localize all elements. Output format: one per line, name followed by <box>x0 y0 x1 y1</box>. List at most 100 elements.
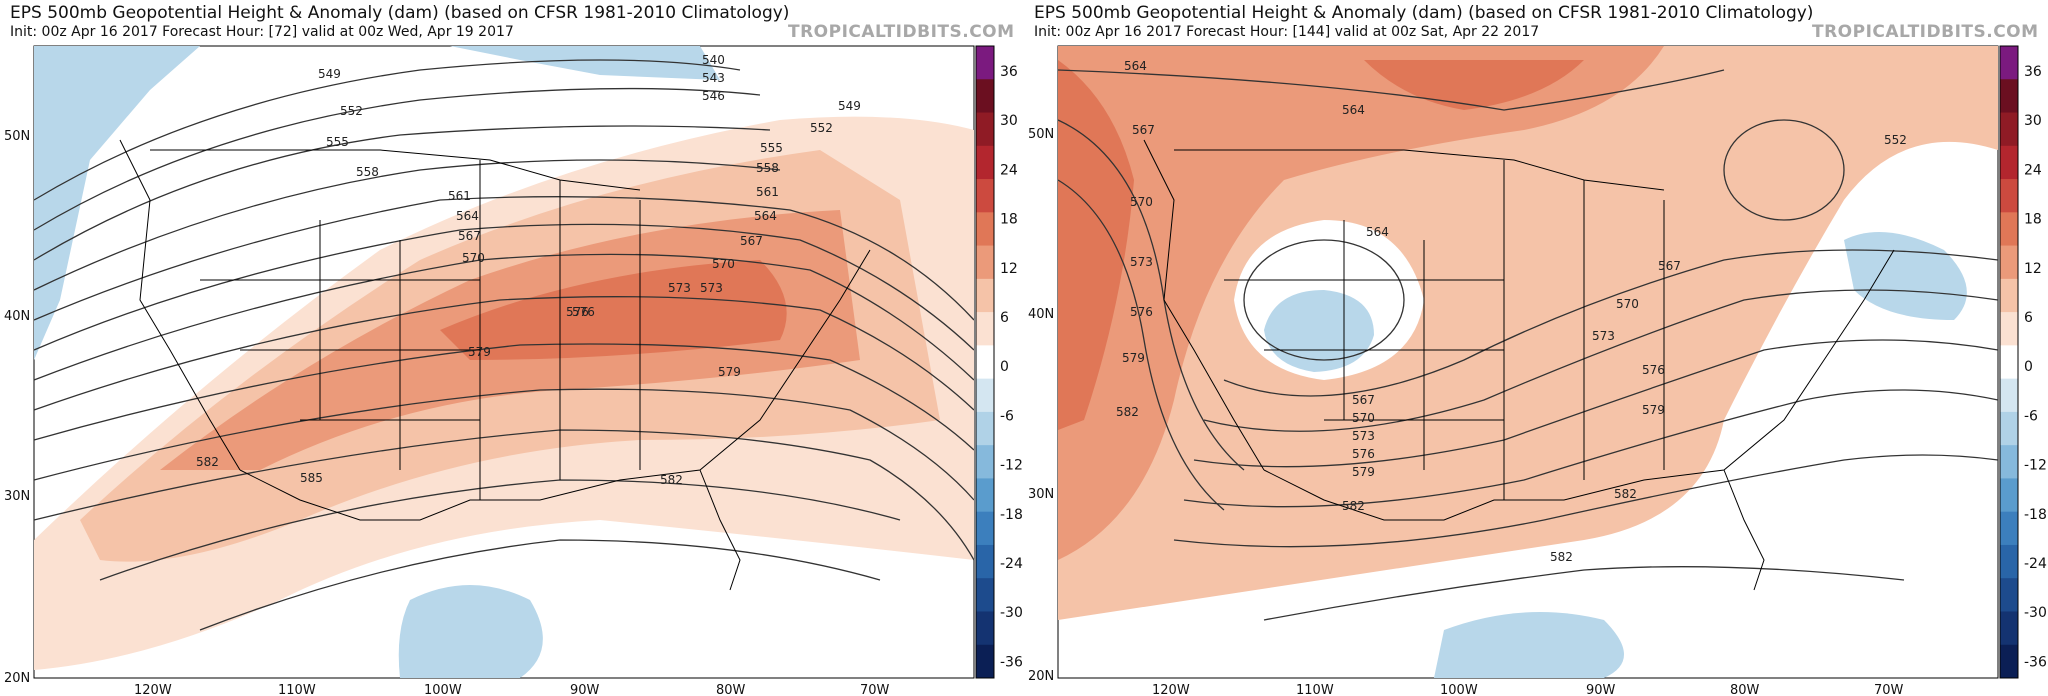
colorbar-label: 6 <box>1000 310 1009 326</box>
colorbar-label: 30 <box>1000 113 1018 129</box>
contour-label: 576 <box>566 305 589 319</box>
contour-labels: 549 552 555 558 561 564 567 570 573 576 … <box>196 53 861 487</box>
contour-label: 558 <box>756 161 779 175</box>
contour-label: 549 <box>838 99 861 113</box>
colorbar-label: -6 <box>1000 408 1014 424</box>
positive-anomaly-region <box>1058 46 1998 620</box>
colorbar-label: 0 <box>1000 359 1009 375</box>
contour-label: 561 <box>448 189 471 203</box>
contour-label: 573 <box>668 281 691 295</box>
colorbar-swatch <box>976 378 994 413</box>
contour-label: 582 <box>1116 405 1139 419</box>
map-subtitle: Init: 00z Apr 16 2017 Forecast Hour: [72… <box>10 24 514 40</box>
contour-label: 582 <box>1550 550 1573 564</box>
negative-anomaly-region <box>1434 612 1624 678</box>
colorbar-swatch <box>2000 445 2018 479</box>
contour-label: 552 <box>340 104 363 118</box>
lat-label: 20N <box>4 671 30 686</box>
contour-label: 552 <box>1884 133 1907 147</box>
contour-label: 570 <box>1130 195 1153 209</box>
colorbar-label: -30 <box>1000 605 1023 621</box>
longitude-labels: 120W 110W 100W 90W 80W 70W <box>134 683 890 696</box>
colorbar-label: -12 <box>1000 458 1023 474</box>
contour-label: 567 <box>458 229 481 243</box>
lon-label: 110W <box>278 683 316 696</box>
contour-label: 573 <box>1130 255 1153 269</box>
positive-anomaly-region <box>1058 46 1664 560</box>
contour-labels: 564 567 570 573 576 579 582 564 567 570 … <box>1116 59 1907 564</box>
contour-label: 582 <box>196 455 219 469</box>
colorbar-swatch <box>2000 112 2018 147</box>
lon-label: 80W <box>1730 683 1760 696</box>
colorbar-swatch <box>2000 79 2018 114</box>
colorbar-label: -18 <box>1000 507 1023 523</box>
contour-label: 567 <box>1658 259 1681 273</box>
colorbar-swatch <box>2000 544 2018 579</box>
colorbar-swatch <box>976 212 994 247</box>
colorbar-label: 18 <box>2024 212 2042 228</box>
contour-label: 552 <box>810 121 833 135</box>
contour-label: 582 <box>1614 487 1637 501</box>
negative-anomaly-region <box>1264 290 1374 372</box>
colorbar-label: -36 <box>1000 654 1023 670</box>
lat-label: 20N <box>1028 669 1054 684</box>
contour-label: 570 <box>462 251 485 265</box>
colorbar-swatch <box>976 544 994 579</box>
colorbar-swatch <box>976 644 994 679</box>
lon-label: 80W <box>716 683 746 696</box>
colorbar-swatch <box>976 179 994 213</box>
colorbar-label: 24 <box>2024 162 2042 178</box>
contour-label: 564 <box>456 209 479 223</box>
contour-label: 540 <box>702 53 725 67</box>
panel-left: EPS 500mb Geopotential Height & Anomaly … <box>4 3 1023 696</box>
latitude-labels: 50N 40N 30N 20N <box>4 129 30 686</box>
lon-label: 70W <box>860 683 890 696</box>
colorbar-swatch <box>2000 145 2018 180</box>
positive-anomaly-region <box>1364 60 1584 110</box>
panel-right: EPS 500mb Geopotential Height & Anomaly … <box>1024 0 2048 696</box>
colorbar-swatch <box>2000 511 2018 546</box>
contour-label: 570 <box>712 257 735 271</box>
contour-label: 567 <box>1352 393 1375 407</box>
contour-label: 555 <box>760 141 783 155</box>
contour-label: 573 <box>1592 329 1615 343</box>
colorbar-label: -24 <box>2024 556 2047 572</box>
map-subtitle: Init: 00z Apr 16 2017 Forecast Hour: [14… <box>1034 24 1540 40</box>
colorbar-swatch <box>976 112 994 147</box>
lon-label: 90W <box>570 683 600 696</box>
colorbar-swatch <box>976 578 994 612</box>
map-title: EPS 500mb Geopotential Height & Anomaly … <box>10 3 790 23</box>
negative-anomaly-region <box>34 46 200 360</box>
colorbar-swatch <box>976 145 994 180</box>
brand-watermark: TROPICALTIDBITS.COM <box>788 22 1015 42</box>
colorbar-label: -30 <box>2024 605 2047 621</box>
contour-label: 582 <box>1342 499 1365 513</box>
contour-label: 576 <box>1130 305 1153 319</box>
contour-label: 573 <box>1352 429 1375 443</box>
colorbar-label: 30 <box>2024 113 2042 129</box>
contour-label: 579 <box>1642 403 1665 417</box>
brand-watermark: TROPICALTIDBITS.COM <box>1812 22 2039 42</box>
colorbar-swatch <box>2000 278 2018 313</box>
lat-label: 30N <box>4 489 30 504</box>
colorbar-label: 0 <box>2024 359 2033 375</box>
negative-anomaly-region <box>450 46 720 80</box>
colorbar-swatch <box>976 411 994 446</box>
contour-label: 576 <box>1642 363 1665 377</box>
colorbar-label: 36 <box>2024 64 2042 80</box>
contour-label: 564 <box>754 209 777 223</box>
colorbar-frame <box>1999 45 2019 679</box>
colorbar: 36 30 24 18 12 6 0 -6 -12 -18 -24 -30 -36 <box>1999 45 2047 679</box>
colorbar-frame <box>975 45 995 679</box>
contour-label: 585 <box>300 471 323 485</box>
lon-label: 70W <box>1874 683 1904 696</box>
contour-label: 543 <box>702 71 725 85</box>
map-title: EPS 500mb Geopotential Height & Anomaly … <box>1034 3 1814 23</box>
contour-label: 570 <box>1616 297 1639 311</box>
negative-anomaly-region <box>398 585 543 678</box>
colorbar-swatch <box>976 478 994 513</box>
colorbar-swatch <box>976 79 994 114</box>
positive-anomaly-region <box>440 260 787 360</box>
colorbar-swatch <box>2000 378 2018 413</box>
colorbar-swatch <box>2000 46 2018 80</box>
